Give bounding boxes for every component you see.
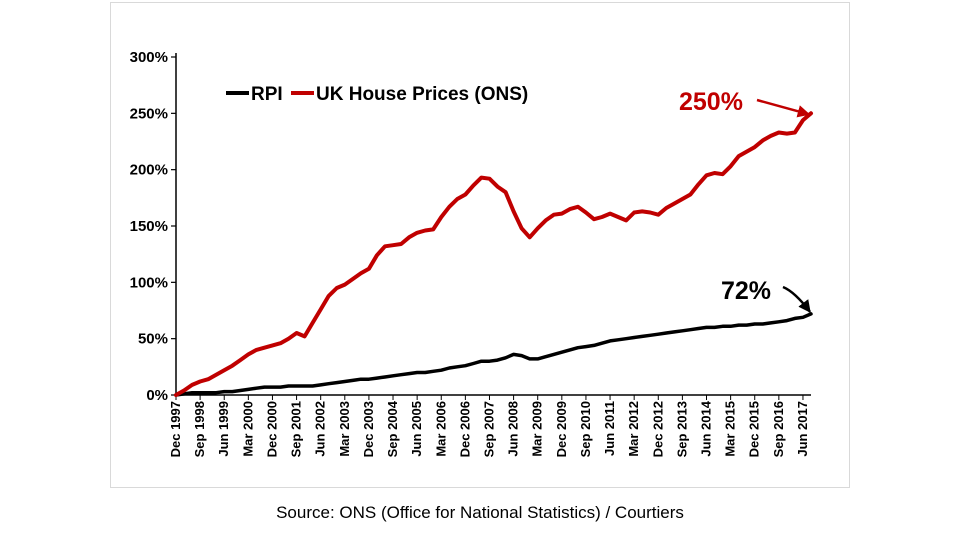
x-tick-label: Jun 2002	[313, 401, 328, 457]
x-tick-label: Mar 2009	[530, 401, 545, 457]
chart-frame: 0% 50% 100% 150% 200% 250% 300% Dec 1997 Sep 19…	[110, 2, 850, 488]
x-tick-label: Sep 2013	[674, 401, 689, 457]
y-tick-label: 100%	[130, 274, 168, 291]
y-tick-label: 250%	[130, 105, 168, 122]
x-tick-label: Dec 2003	[361, 401, 376, 457]
x-tick-label: Dec 1997	[168, 401, 183, 457]
x-tick-label: Sep 2016	[771, 401, 786, 457]
x-tick-label: Dec 2009	[554, 401, 569, 457]
legend-label-rpi: RPI	[251, 84, 283, 105]
x-tick-label: Jun 2014	[699, 400, 714, 456]
x-tick-label: Jun 2005	[409, 401, 424, 457]
x-tick-label: Dec 2015	[747, 401, 762, 457]
legend-label-house-prices: UK House Prices (ONS)	[316, 84, 528, 105]
x-tick-label: Sep 1998	[192, 401, 207, 457]
y-axis-ticks: 0% 50% 100% 150% 200% 250% 300%	[130, 49, 176, 404]
x-tick-label: Mar 2006	[433, 401, 448, 457]
series-line-rpi	[174, 312, 813, 397]
series-lines	[174, 111, 813, 397]
x-tick-label: Sep 2010	[578, 401, 593, 457]
series-line-house-prices	[174, 111, 813, 397]
x-tick-label: Jun 2008	[506, 401, 521, 457]
x-tick-label: Jun 2017	[795, 401, 810, 457]
y-tick-label: 200%	[130, 162, 168, 179]
y-tick-label: 150%	[130, 218, 168, 235]
line-chart: 0% 50% 100% 150% 200% 250% 300% Dec 1997 Sep 19…	[130, 49, 813, 457]
annotation-rpi: 72%	[721, 277, 771, 305]
x-tick-label: Mar 2015	[723, 401, 738, 457]
x-tick-label: Mar 2003	[337, 401, 352, 457]
x-tick-label: Mar 2012	[626, 401, 641, 457]
x-tick-label: Dec 2006	[457, 401, 472, 457]
x-tick-label: Dec 2000	[264, 401, 279, 457]
annotation-house-prices: 250%	[679, 88, 743, 116]
x-tick-label: Sep 2004	[385, 400, 400, 457]
legend: RPI UK House Prices (ONS)	[226, 84, 528, 105]
axes	[175, 53, 811, 396]
x-tick-label: Sep 2001	[289, 401, 304, 457]
x-tick-label: Jun 1999	[216, 401, 231, 457]
annotations: 250% 72%	[679, 88, 811, 313]
annotation-arrow-rpi	[782, 285, 811, 313]
x-axis-ticks: Dec 1997 Sep 1998 Jun 1999 Mar 2000 Dec 2000…	[168, 395, 810, 457]
y-tick-label: 0%	[146, 387, 168, 404]
y-tick-label: 300%	[130, 49, 168, 66]
source-note: Source: ONS (Office for National Statist…	[276, 503, 684, 522]
x-tick-label: Jun 2011	[602, 401, 617, 456]
annotation-arrow-house-prices	[756, 98, 811, 118]
x-tick-label: Sep 2007	[481, 401, 496, 457]
y-tick-label: 50%	[138, 331, 168, 348]
x-tick-label: Dec 2012	[650, 401, 665, 457]
x-tick-label: Mar 2000	[240, 401, 255, 457]
